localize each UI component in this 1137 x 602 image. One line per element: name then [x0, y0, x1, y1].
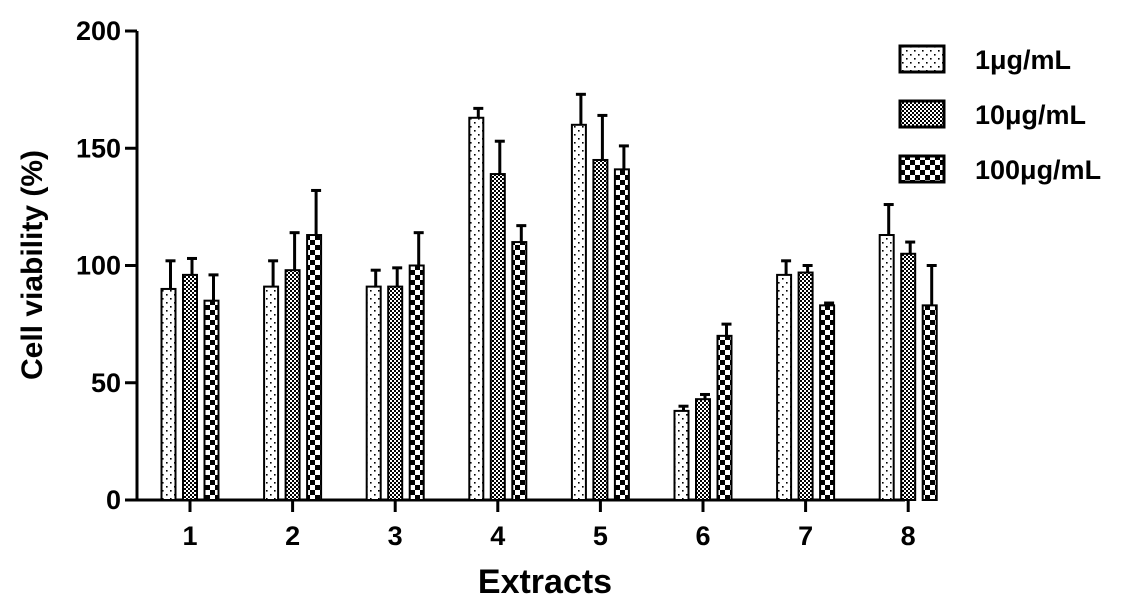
bar: [878, 234, 895, 501]
bars-group: [160, 92, 938, 502]
bar: [182, 273, 198, 501]
x-tick-label: 7: [798, 521, 813, 551]
x-axis-title: Extracts: [478, 563, 612, 601]
legend-swatch: [898, 154, 946, 184]
y-tick-label: 100: [76, 251, 121, 281]
bar: [408, 264, 425, 501]
x-tick-label: 6: [695, 521, 710, 551]
bar: [365, 285, 382, 502]
bar: [695, 398, 711, 502]
bar: [284, 269, 301, 501]
legend-swatch: [898, 44, 946, 74]
bar: [613, 168, 630, 501]
bar: [203, 299, 220, 501]
bar: [387, 285, 404, 502]
bar: [263, 285, 280, 502]
legend-swatch: [898, 99, 946, 129]
x-tick-label: 1: [182, 521, 197, 551]
bar: [673, 409, 690, 502]
bar: [511, 241, 528, 502]
bar: [776, 273, 793, 501]
legend-label: 1μg/mL: [975, 45, 1071, 75]
x-axis: 1 2 3 4 5 6 7 8: [137, 498, 916, 551]
y-tick-label: 50: [91, 368, 121, 398]
y-tick-label: 200: [76, 16, 121, 46]
x-tick-label: 8: [901, 521, 916, 551]
y-tick-label: 0: [106, 485, 121, 515]
bar: [306, 234, 323, 501]
y-tick-label: 150: [76, 133, 121, 163]
bar: [819, 304, 836, 501]
x-tick-label: 2: [285, 521, 300, 551]
y-axis-title: Cell viability (%): [16, 150, 49, 380]
bar: [570, 123, 587, 502]
bar: [468, 116, 485, 501]
bar: [900, 252, 917, 501]
bar: [921, 304, 938, 501]
bar: [160, 287, 177, 502]
bar: [489, 173, 506, 501]
bar: [592, 158, 609, 501]
legend-label: 100μg/mL: [975, 155, 1101, 185]
bar: [716, 334, 733, 501]
y-axis: 0 50 100 150 200: [76, 16, 139, 515]
x-tick-label: 3: [388, 521, 403, 551]
legend-label: 10μg/mL: [975, 100, 1086, 130]
legend: 1μg/mL 10μg/mL 100μg/mL: [898, 44, 1101, 185]
x-tick-label: 5: [593, 521, 608, 551]
x-tick-label: 4: [490, 521, 505, 551]
bar: [797, 271, 814, 501]
